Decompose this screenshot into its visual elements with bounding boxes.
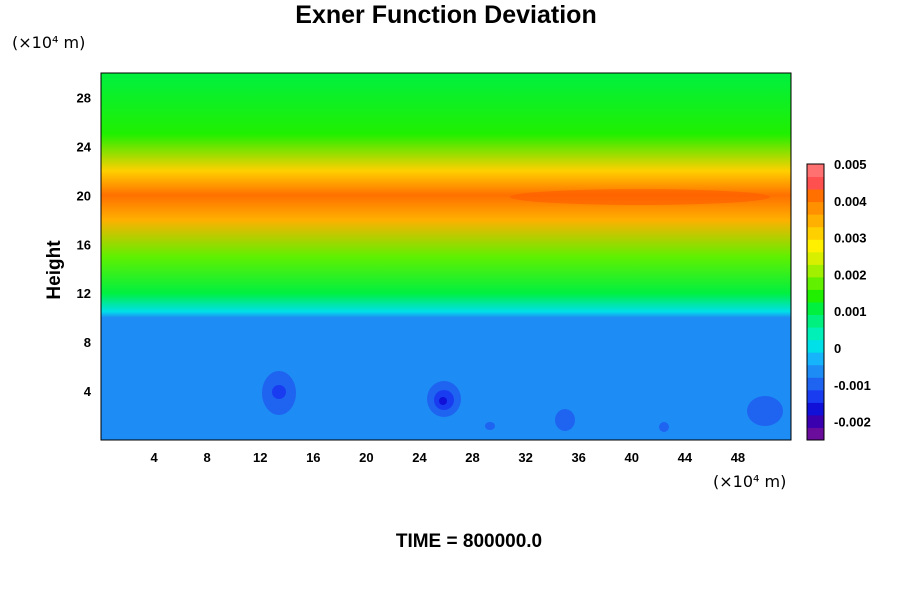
colorbar-tick-label: -0.002 (834, 415, 871, 430)
colorbar-tick-label: 0.003 (834, 231, 867, 246)
contour-blob (659, 422, 669, 432)
colorbar-swatch (807, 389, 824, 403)
lower-layer-features (101, 325, 791, 440)
colorbar-swatch (807, 327, 824, 341)
colorbar-swatch (807, 339, 824, 353)
x-tick-label: 8 (204, 450, 211, 465)
contour-blob (642, 362, 702, 402)
colorbar-swatch (807, 251, 824, 265)
y-axis-unit: (×10⁴ m) (12, 33, 86, 52)
y-tick-label: 12 (77, 286, 91, 301)
contour-blob (439, 397, 447, 405)
colorbar-swatch (807, 264, 824, 278)
colorbar-frame (806, 163, 825, 441)
y-tick-label: 4 (84, 384, 92, 399)
colorbar-swatch (807, 414, 824, 428)
y-tick-label: 20 (77, 188, 91, 203)
colorbar-swatch (807, 314, 824, 328)
colorbar-tick-label: 0.001 (834, 304, 867, 319)
x-axis-ticks: 4 8 12 16 20 24 28 32 36 40 44 48 (150, 450, 745, 465)
contour-blob (555, 409, 575, 431)
time-label: TIME = 800000.0 (395, 531, 543, 552)
contour-blob (747, 396, 783, 426)
contour-blob (224, 325, 372, 440)
colorbar-swatch (807, 189, 824, 203)
colorbar-swatch (807, 214, 824, 228)
y-tick-label: 28 (77, 90, 91, 105)
x-tick-label: 44 (678, 450, 693, 465)
colorbar-tick-label: 0.004 (834, 194, 867, 209)
colorbar-swatch (807, 289, 824, 303)
colorbar-swatch (807, 377, 824, 391)
colorbar-tick-label: -0.001 (834, 378, 871, 393)
colorbar-tick-label: 0.002 (834, 267, 867, 282)
chart-title: Exner Function Deviation (295, 1, 597, 29)
colorbar-swatch (807, 276, 824, 290)
contour-blob (101, 329, 131, 440)
x-tick-label: 28 (465, 450, 479, 465)
colorbar-swatch (807, 364, 824, 378)
colorbar: 0.005 0.004 0.003 0.002 0.001 0 -0.001 -0.002 (806, 157, 871, 441)
x-tick-label: 24 (412, 450, 427, 465)
y-tick-label: 24 (77, 139, 92, 154)
plot-area (101, 73, 791, 440)
colorbar-swatch (807, 239, 824, 253)
colorbar-swatch (807, 402, 824, 416)
colorbar-tick-label: 0 (834, 341, 841, 356)
x-tick-label: 32 (518, 450, 532, 465)
x-axis-unit: (×10⁴ m) (713, 472, 787, 491)
colorbar-swatch (807, 226, 824, 240)
contour-blob (532, 333, 622, 440)
y-tick-label: 8 (84, 335, 91, 350)
colorbar-swatch (807, 352, 824, 366)
x-tick-label: 12 (253, 450, 267, 465)
colorbar-swatch (807, 164, 824, 178)
x-tick-label: 48 (731, 450, 745, 465)
x-tick-label: 20 (359, 450, 373, 465)
plot-frame (100, 72, 792, 441)
contour-blob (485, 422, 495, 430)
colorbar-swatch (807, 427, 824, 441)
colorbar-swatch (807, 201, 824, 215)
y-axis-ticks: 4 8 12 16 20 24 28 (77, 90, 92, 399)
y-tick-label: 16 (77, 237, 91, 252)
colorbar-tick-label: 0.005 (834, 157, 867, 172)
colorbar-swatch (807, 302, 824, 316)
x-tick-label: 16 (306, 450, 320, 465)
x-tick-label: 36 (571, 450, 585, 465)
x-tick-label: 40 (625, 450, 639, 465)
band-maximum (510, 189, 770, 205)
x-tick-label: 4 (150, 450, 158, 465)
contour-blob (272, 385, 286, 399)
colorbar-swatch (807, 176, 824, 190)
